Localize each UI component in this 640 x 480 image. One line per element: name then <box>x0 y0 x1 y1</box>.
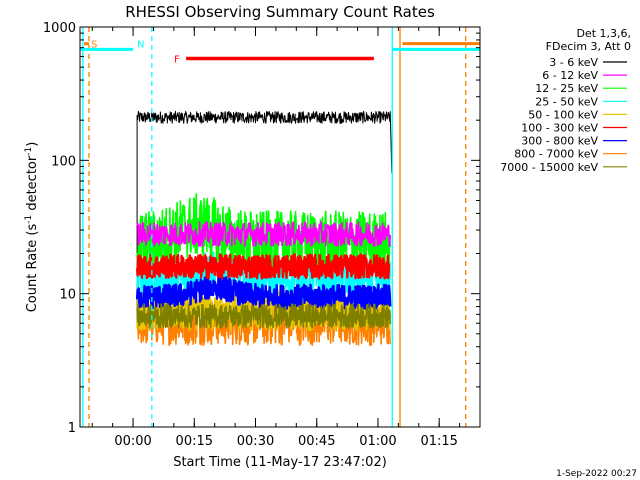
x-tick-label: 01:00 <box>359 434 396 449</box>
axis-layer: 1 10 100 1000 00:00 00:15 00:30 00:45 01:00 01:15 <box>43 21 481 449</box>
series-line <box>135 275 392 310</box>
legend-entry-label: 6 - 12 keV <box>542 69 598 82</box>
y-tick-label: 1 <box>68 421 76 436</box>
legend-entry-label: 100 - 300 keV <box>521 122 598 135</box>
y-axis-label: Count Rate (s-1 detector-1) <box>24 142 40 313</box>
legend-entry-label: 300 - 800 keV <box>521 135 598 148</box>
legend-entry-label: 12 - 25 keV <box>535 82 598 95</box>
legend-header-detectors: Det 1,3,6, <box>576 27 631 40</box>
y-tick-label: 1000 <box>43 21 76 36</box>
legend-entry-label: 800 - 7000 keV <box>514 148 598 161</box>
legend-entry-label: 3 - 6 keV <box>549 56 598 69</box>
legend-header-decimation: FDecim 3, Att 0 <box>546 40 631 53</box>
legend-entry-label: 25 - 50 keV <box>535 95 598 108</box>
y-tick-label: 100 <box>51 154 76 169</box>
flag-label: F <box>174 55 180 66</box>
flag-label: N <box>137 39 144 50</box>
chart-title: RHESSI Observing Summary Count Rates <box>125 3 435 21</box>
x-tick-label: 01:15 <box>420 434 457 449</box>
legend-entry-label: 50 - 100 keV <box>528 108 598 121</box>
y-tick-label: 10 <box>59 288 76 303</box>
series-line <box>136 221 391 247</box>
flag-label: S <box>91 40 97 51</box>
flag-layer: S N F <box>80 27 480 427</box>
x-tick-label: 00:00 <box>114 434 151 449</box>
series-line <box>136 303 391 329</box>
series-line <box>136 110 393 324</box>
x-tick-label: 00:30 <box>237 434 274 449</box>
x-axis-label: Start Time (11-May-17 23:47:02) <box>173 455 387 470</box>
legend-entry-label: 7000 - 15000 keV <box>500 161 598 174</box>
series-line <box>135 253 391 280</box>
x-tick-label: 00:45 <box>298 434 335 449</box>
data-layer <box>135 110 393 347</box>
plot-frame <box>79 26 481 428</box>
x-tick-label: 00:15 <box>176 434 213 449</box>
footer-timestamp: 1-Sep-2022 00:27 <box>556 469 637 479</box>
